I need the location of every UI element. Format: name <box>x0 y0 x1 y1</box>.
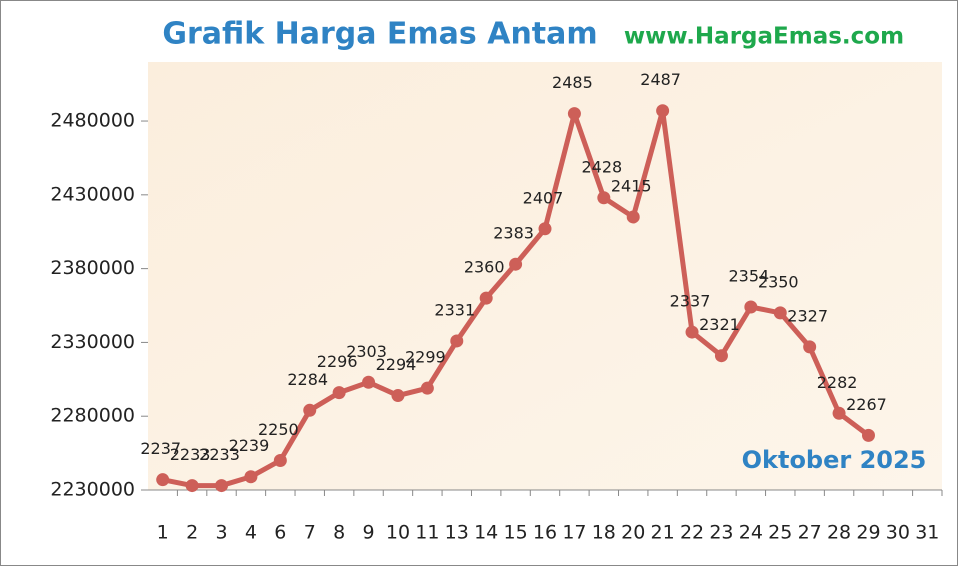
data-label: 2327 <box>787 306 828 325</box>
data-point <box>597 191 611 205</box>
x-tick-label: 18 <box>592 522 616 544</box>
data-label: 2337 <box>670 292 711 311</box>
x-tick-label: 15 <box>503 522 527 544</box>
data-label: 2485 <box>552 73 593 92</box>
data-point <box>420 381 434 395</box>
data-label: 2383 <box>493 224 534 243</box>
data-point <box>567 107 581 121</box>
x-tick-label: 7 <box>304 522 316 544</box>
x-tick-label: 3 <box>215 522 227 544</box>
data-point <box>479 291 493 305</box>
data-point <box>538 222 552 236</box>
data-label: 2282 <box>817 373 858 392</box>
x-tick-label: 24 <box>739 522 763 544</box>
data-point <box>509 257 523 271</box>
y-tick-label: 2430000 <box>50 183 135 205</box>
x-tick-label: 8 <box>333 522 345 544</box>
data-point <box>714 349 728 363</box>
data-label: 2299 <box>405 348 446 367</box>
data-label: 2354 <box>728 266 769 285</box>
x-tick-label: 28 <box>827 522 851 544</box>
x-tick-label: 20 <box>621 522 645 544</box>
y-tick-label: 2380000 <box>50 257 135 279</box>
x-tick-label: 30 <box>886 522 910 544</box>
data-point <box>185 479 199 493</box>
data-point <box>244 470 258 484</box>
data-point <box>773 306 787 320</box>
data-point <box>861 428 875 442</box>
y-tick-label: 2230000 <box>50 479 135 501</box>
data-point <box>156 473 170 487</box>
annotation: Oktober 2025 <box>742 446 927 474</box>
x-tick-label: 31 <box>915 522 939 544</box>
chart-subtitle: www.HargaEmas.com <box>624 24 904 50</box>
data-point <box>626 210 640 224</box>
data-label: 2233 <box>170 445 211 464</box>
data-label: 2487 <box>640 70 681 89</box>
x-tick-label: 4 <box>245 522 257 544</box>
y-tick-label: 2330000 <box>50 331 135 353</box>
data-point <box>450 334 464 348</box>
x-tick-label: 13 <box>445 522 469 544</box>
data-label: 2407 <box>523 188 564 207</box>
x-tick-label: 10 <box>386 522 410 544</box>
data-label: 2428 <box>581 157 622 176</box>
x-tick-label: 14 <box>474 522 498 544</box>
data-label: 2296 <box>317 352 358 371</box>
y-tick-label: 2480000 <box>50 110 135 132</box>
x-tick-label: 6 <box>274 522 286 544</box>
data-point <box>685 325 699 339</box>
chart-title: Grafik Harga Emas Antam <box>162 17 597 52</box>
x-tick-label: 29 <box>856 522 880 544</box>
x-tick-label: 16 <box>533 522 557 544</box>
data-point <box>744 300 758 314</box>
data-label: 2350 <box>758 272 799 291</box>
x-tick-label: 23 <box>709 522 733 544</box>
x-tick-label: 27 <box>798 522 822 544</box>
data-label: 2415 <box>611 176 652 195</box>
x-tick-label: 11 <box>415 522 439 544</box>
data-label: 2360 <box>464 258 505 277</box>
data-label: 2239 <box>229 436 270 455</box>
data-label: 2303 <box>346 342 387 361</box>
x-tick-label: 17 <box>562 522 586 544</box>
plot-area <box>148 62 942 490</box>
x-tick-label: 1 <box>157 522 169 544</box>
data-point <box>656 104 670 118</box>
data-point <box>803 340 817 354</box>
data-label: 2267 <box>846 395 887 414</box>
data-point <box>362 375 376 389</box>
data-point <box>391 389 405 403</box>
data-point <box>332 386 346 400</box>
data-label: 2294 <box>376 355 417 374</box>
data-label: 2237 <box>140 439 181 458</box>
data-point <box>303 403 317 417</box>
x-tick-label: 21 <box>651 522 675 544</box>
x-tick-label: 25 <box>768 522 792 544</box>
y-tick-label: 2280000 <box>50 405 135 427</box>
data-point <box>215 479 229 493</box>
data-point <box>832 406 846 420</box>
data-label: 2250 <box>258 420 299 439</box>
data-point <box>273 453 287 467</box>
data-label: 2233 <box>199 445 240 464</box>
x-tick-label: 2 <box>186 522 198 544</box>
data-label: 2284 <box>287 370 328 389</box>
data-label: 2331 <box>434 300 475 319</box>
x-tick-label: 22 <box>680 522 704 544</box>
x-tick-label: 9 <box>363 522 375 544</box>
data-label: 2321 <box>699 315 740 334</box>
